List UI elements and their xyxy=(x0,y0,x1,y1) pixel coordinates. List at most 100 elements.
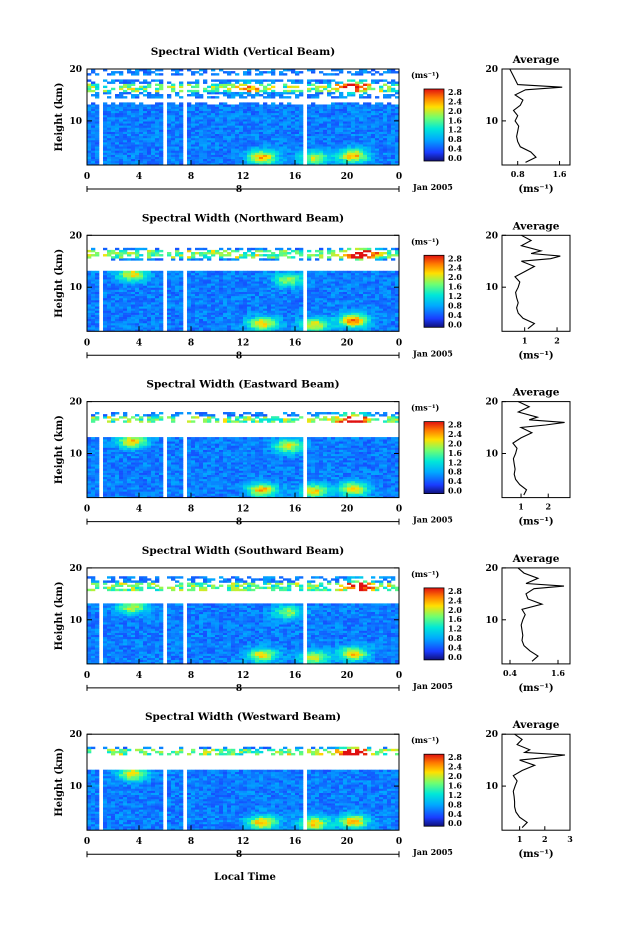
panel-title: Spectral Width (Vertical Beam) xyxy=(151,46,335,58)
x-tick-label: 20 xyxy=(341,172,354,182)
day-label: 8 xyxy=(236,518,242,528)
colorbar-tick-label: 1.6 xyxy=(448,115,462,125)
colorbar-tick-label: 1.6 xyxy=(448,614,462,624)
colorbar-tick-label: 2.4 xyxy=(448,762,462,772)
x-tick-label: 8 xyxy=(188,338,194,348)
colorbar-tick-label: 0.0 xyxy=(448,319,462,329)
heatmap-cells xyxy=(87,576,400,665)
day-label: 8 xyxy=(236,684,242,694)
y-tick-label: 20 xyxy=(69,231,82,241)
x-tick-label: 8 xyxy=(188,837,194,847)
colorbar xyxy=(423,421,445,495)
day-label: 8 xyxy=(236,850,242,860)
date-label: Jan 2005 xyxy=(412,515,453,525)
profile-y-tick-label: 10 xyxy=(485,117,498,127)
date-label: Jan 2005 xyxy=(412,681,453,691)
colorbar-tick-label: 0.0 xyxy=(448,652,462,662)
profile-x-tick-label: 2 xyxy=(545,502,551,512)
profile-line xyxy=(509,68,563,163)
x-tick-label: 8 xyxy=(188,505,194,515)
panel-title: Spectral Width (Southward Beam) xyxy=(142,545,344,557)
x-tick-label: 4 xyxy=(136,338,142,348)
x-tick-label: 12 xyxy=(237,505,250,515)
panel-title: Spectral Width (Northward Beam) xyxy=(142,212,344,224)
y-tick-label: 10 xyxy=(69,616,82,626)
colorbar-tick-label: 2.8 xyxy=(448,752,462,762)
x-tick-label: 16 xyxy=(289,338,302,348)
colorbar-tick-label: 0.8 xyxy=(448,633,462,643)
panel-3: Spectral Width (Eastward Beam)2010Height… xyxy=(54,379,571,528)
x-tick-label: 8 xyxy=(188,172,194,182)
colorbar-tick-label: 1.2 xyxy=(448,624,462,634)
x-tick-label: 4 xyxy=(136,172,142,182)
colorbar-tick-label: 0.4 xyxy=(448,144,462,154)
x-tick-label: 12 xyxy=(237,338,250,348)
x-axis-label: Local Time xyxy=(214,872,276,883)
colorbar-tick-label: 0.8 xyxy=(448,467,462,477)
profile-x-tick-label: 1 xyxy=(517,834,523,844)
colorbar-tick-label: 2.4 xyxy=(448,595,462,605)
x-tick-label: 16 xyxy=(289,837,302,847)
profile-x-label: (ms⁻¹) xyxy=(518,184,553,195)
colorbar-tick-label: 1.2 xyxy=(448,790,462,800)
x-tick-label: 0 xyxy=(84,172,90,182)
colorbar-tick-label: 2.0 xyxy=(448,438,462,448)
colorbar-tick-label: 2.0 xyxy=(448,272,462,282)
y-axis-label: Height (km) xyxy=(54,83,65,152)
profile-y-tick-label: 20 xyxy=(485,730,498,740)
y-tick-label: 10 xyxy=(69,449,82,459)
profile-frame xyxy=(501,68,571,166)
colorbar-tick-label: 0.4 xyxy=(448,642,462,652)
heatmap-cells xyxy=(87,247,400,332)
date-label: Jan 2005 xyxy=(412,182,453,192)
profile-x-tick-label: 2 xyxy=(554,335,560,345)
x-tick-label: 0 xyxy=(396,338,402,348)
colorbar xyxy=(423,587,445,661)
x-tick-label: 0 xyxy=(84,505,90,515)
profile-y-tick-label: 10 xyxy=(485,616,498,626)
y-axis-label: Height (km) xyxy=(54,249,65,318)
profile-y-tick-label: 10 xyxy=(485,782,498,792)
x-tick-label: 16 xyxy=(289,505,302,515)
profile-y-tick-label: 20 xyxy=(485,65,498,75)
colorbar-tick-label: 0.4 xyxy=(448,809,462,819)
profile-y-tick-label: 20 xyxy=(485,564,498,574)
x-tick-label: 20 xyxy=(341,338,354,348)
profile-title: Average xyxy=(512,553,560,565)
colorbar-tick-label: 0.8 xyxy=(448,300,462,310)
colorbar-tick-label: 2.8 xyxy=(448,253,462,263)
x-tick-label: 20 xyxy=(341,671,354,681)
profile-line xyxy=(512,733,566,828)
profile-frame xyxy=(501,567,571,665)
x-tick-label: 0 xyxy=(396,837,402,847)
x-tick-label: 0 xyxy=(396,505,402,515)
colorbar-unit: (ms⁻¹) xyxy=(411,403,439,413)
x-tick-label: 4 xyxy=(136,671,142,681)
profile-frame xyxy=(501,401,571,499)
x-tick-label: 0 xyxy=(84,671,90,681)
profile-title: Average xyxy=(512,387,560,399)
profile-line xyxy=(514,234,561,330)
colorbar-tick-label: 2.8 xyxy=(448,87,462,97)
panel-4: Spectral Width (Southward Beam) 20 10 Heigh… xyxy=(54,545,571,694)
colorbar-tick-label: 2.8 xyxy=(448,420,462,430)
colorbar-tick-label: 0.0 xyxy=(448,153,462,163)
day-label: 8 xyxy=(236,351,242,361)
colorbar xyxy=(423,88,445,162)
profile-y-tick-label: 10 xyxy=(485,283,498,293)
profile-line xyxy=(512,401,565,496)
profile-y-tick-label: 20 xyxy=(485,398,498,408)
heatmap-cells xyxy=(87,746,400,831)
profile-x-label: (ms⁻¹) xyxy=(518,683,553,694)
colorbar-tick-label: 2.4 xyxy=(448,429,462,439)
panel-5: Spectral Width (Westward Beam)2010Height… xyxy=(54,711,573,860)
x-tick-label: 0 xyxy=(396,671,402,681)
colorbar-unit: (ms⁻¹) xyxy=(411,569,439,579)
profile-frame xyxy=(501,234,571,332)
x-tick-label: 12 xyxy=(237,172,250,182)
x-tick-label: 0 xyxy=(396,172,402,182)
x-tick-label: 0 xyxy=(84,837,90,847)
panel-2: Spectral Width (Northward Beam)2010Heigh… xyxy=(54,212,571,361)
profile-x-tick-label: 3 xyxy=(567,834,573,844)
colorbar-tick-label: 0.8 xyxy=(448,799,462,809)
